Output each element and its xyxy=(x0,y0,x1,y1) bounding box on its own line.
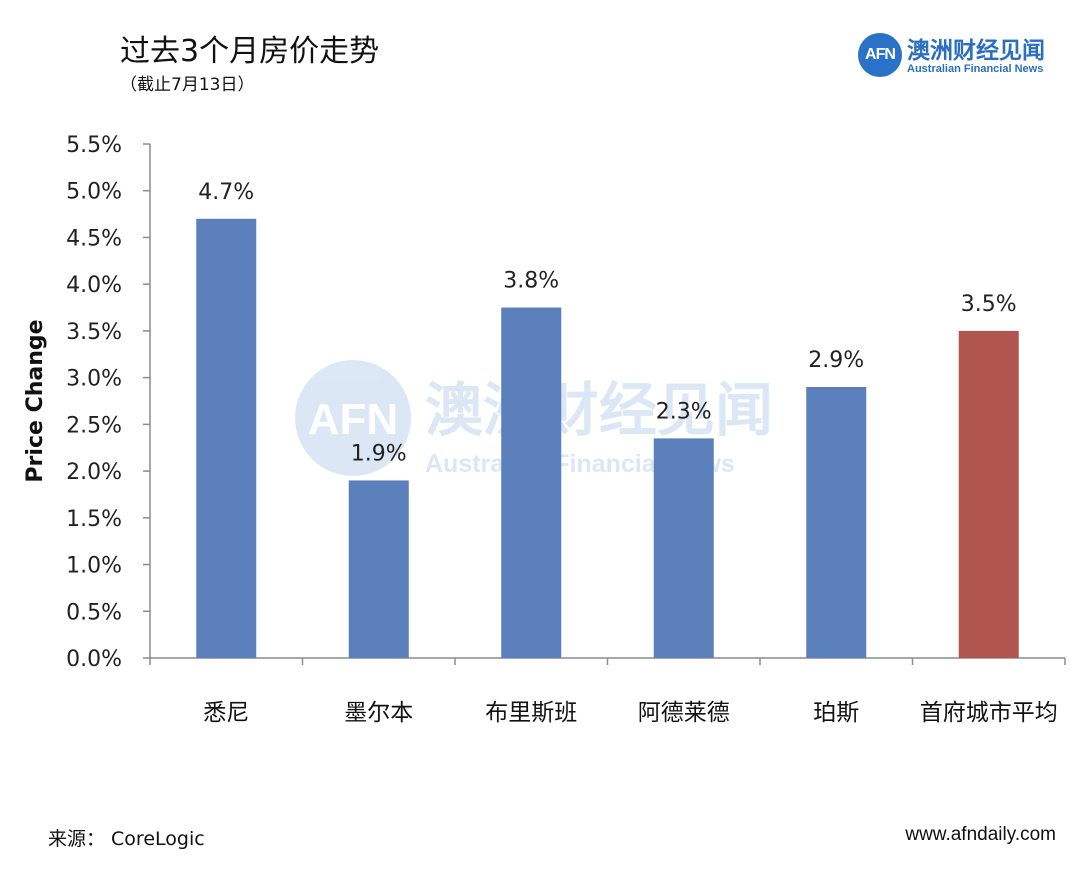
data-label: 3.8% xyxy=(503,269,559,294)
bar xyxy=(958,330,1019,658)
y-tick-label: 0.0% xyxy=(66,647,122,672)
x-tick-label: 布里斯班 xyxy=(485,700,577,726)
x-tick-label: 珀斯 xyxy=(813,700,859,726)
chart-title: 过去3个月房价走势 xyxy=(120,34,380,69)
y-tick-label: 0.5% xyxy=(66,600,122,625)
website-link[interactable]: www.afndaily.com xyxy=(905,824,1056,845)
watermark-name-cn: 澳洲财经见闻 xyxy=(425,376,773,444)
afn-logo-name-cn: 澳洲财经见闻 xyxy=(907,38,1045,64)
afn-logo[interactable]: AFN 澳洲财经见闻 Australian Financial News xyxy=(858,31,1058,79)
x-tick-label: 阿德莱德 xyxy=(638,700,730,726)
y-tick-label: 4.5% xyxy=(66,226,122,251)
afn-logo-name-en: Australian Financial News xyxy=(907,63,1044,75)
y-tick-label: 5.5% xyxy=(66,133,122,158)
source-note: 来源： CoreLogic xyxy=(48,828,205,850)
data-label: 2.9% xyxy=(808,348,864,373)
y-tick-label: 2.0% xyxy=(66,460,122,485)
bar xyxy=(653,438,714,658)
y-tick-label: 1.0% xyxy=(66,554,122,579)
x-tick-label: 墨尔本 xyxy=(344,700,413,726)
watermark-circle xyxy=(295,360,411,476)
bar-chart: AFN 澳洲财经见闻 Australian Financial News 0.0… xyxy=(23,133,1066,726)
bar xyxy=(806,386,867,658)
x-tick-label: 悉尼 xyxy=(203,700,249,726)
labels: 4.7% 悉尼 1.9% 墨尔本 3.8% 布里斯班 2.3% 阿德莱德 2.9% 珀斯 3.5% 首… xyxy=(198,180,1057,726)
afn-logo-mark: AFN xyxy=(858,33,902,77)
bar xyxy=(348,480,409,658)
data-label: 1.9% xyxy=(351,441,407,466)
y-tick-label: 5.0% xyxy=(66,180,122,205)
data-label: 3.5% xyxy=(961,292,1017,317)
axes: 0.0% 0.5% 1.0% 1.5% 2.0% 2.5% 3.0% 3.5% 4.0% 4.5%… xyxy=(23,133,1066,672)
y-tick-label: 3.5% xyxy=(66,320,122,345)
data-label: 4.7% xyxy=(198,180,254,205)
bars xyxy=(196,218,1019,658)
data-label: 2.3% xyxy=(656,399,712,424)
y-tick-label: 4.0% xyxy=(66,273,122,298)
x-tick-label: 首府城市平均 xyxy=(920,700,1058,726)
y-tick-label: 2.5% xyxy=(66,413,122,438)
y-tick-label: 3.0% xyxy=(66,367,122,392)
bar xyxy=(196,218,257,658)
y-tick-label: 1.5% xyxy=(66,507,122,532)
chart-subtitle: （截止7月13日） xyxy=(120,75,255,95)
bar xyxy=(501,307,562,658)
y-axis-title: Price Change xyxy=(23,319,48,482)
watermark-mark: AFN xyxy=(308,395,398,444)
